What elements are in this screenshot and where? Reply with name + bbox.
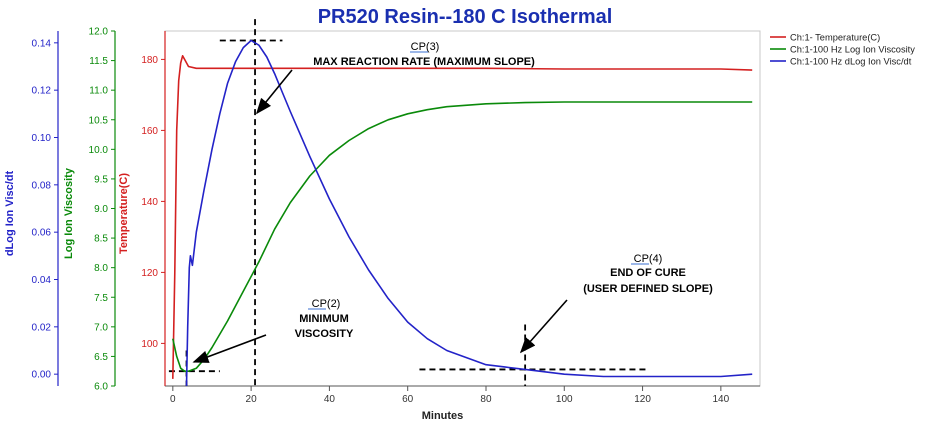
annotation-cp4: CP(4) END OF CURE (USER DEFINED SLOPE) (583, 253, 713, 295)
y-tick-label-logvisc: 11.0 (89, 86, 108, 97)
annotation-cp2: CP(2) MINIMUM VISCOSITY (295, 298, 354, 340)
annotation-cp2-line-1: MINIMUM (299, 313, 349, 325)
y-tick-label-logvisc: 7.5 (94, 293, 108, 304)
legend-label: Ch:1-100 Hz Log Ion Viscosity (790, 45, 915, 55)
x-tick-label: 80 (480, 394, 492, 405)
legend-label: Ch:1-100 Hz dLog Ion Visc/dt (790, 57, 912, 67)
annotation-cp3-arrow (255, 69, 293, 115)
annotation-cp3: CP(3) MAX REACTION RATE (MAXIMUM SLOPE) (313, 41, 535, 68)
y-tick-label-logvisc: 7.0 (94, 322, 108, 333)
legend: Ch:1- Temperature(C) Ch:1-100 Hz Log Ion … (770, 33, 915, 67)
x-tick-label: 60 (402, 394, 414, 405)
x-axis-label: Minutes (422, 410, 464, 422)
y-tick-label-logvisc: 8.0 (94, 263, 108, 274)
annotation-cp2-arrow (192, 334, 267, 363)
y-tick-label-dlog: 0.02 (32, 322, 52, 333)
annotation-cp4-line-1: END OF CURE (610, 267, 686, 279)
plot-area (164, 30, 761, 387)
y-tick-label-temp: 180 (141, 55, 158, 66)
annotation-cp2-line-2: VISCOSITY (295, 328, 354, 340)
series-line-1 (172, 101, 753, 373)
y-axis-label-dlog: dLog Ion Visc/dt (4, 170, 16, 256)
y-tick-label-dlog: 0.08 (32, 180, 52, 191)
series-layer (172, 39, 753, 387)
annotation-cp4-tag: CP(4) (634, 253, 663, 265)
y-tick-label-temp: 100 (141, 339, 158, 350)
y-axis-label-temp: Temperature(C) (118, 173, 130, 254)
y-tick-label-logvisc: 10.0 (89, 145, 109, 156)
x-tick-label: 120 (634, 394, 651, 405)
axes-layer: 0.00 0.02 0.04 0.06 0.08 0.10 0.12 0.14 dLog Ion… (4, 27, 730, 423)
y-tick-label-logvisc: 12.0 (89, 27, 109, 38)
x-tick-label: 20 (246, 394, 258, 405)
y-tick-label-logvisc: 6.0 (94, 382, 108, 393)
x-tick-label: 0 (170, 394, 176, 405)
x-tick-label: 140 (713, 394, 730, 405)
y-tick-label-logvisc: 9.0 (94, 204, 108, 215)
annotation-cp4-arrow (519, 299, 568, 354)
y-tick-label-logvisc: 8.5 (94, 234, 108, 245)
series-line-0 (172, 54, 753, 379)
y-tick-label-dlog: 0.00 (32, 370, 52, 381)
y-tick-label-logvisc: 9.5 (94, 174, 108, 185)
x-tick-label: 40 (324, 394, 336, 405)
y-tick-label-dlog: 0.04 (32, 275, 52, 286)
y-tick-label-dlog: 0.14 (32, 38, 52, 49)
annotation-cp2-tag: CP(2) (312, 298, 341, 310)
y-tick-label-logvisc: 6.5 (94, 352, 108, 363)
annotation-cp3-line-1: MAX REACTION RATE (MAXIMUM SLOPE) (313, 56, 535, 68)
y-tick-label-temp: 120 (141, 268, 158, 279)
y-tick-label-logvisc: 11.5 (89, 56, 108, 67)
y-tick-label-dlog: 0.12 (32, 86, 52, 97)
y-axis-label-logvisc: Log Ion Viscosity (63, 167, 75, 259)
y-tick-label-dlog: 0.06 (32, 228, 52, 239)
y-tick-label-dlog: 0.10 (32, 133, 52, 144)
series-line-2 (185, 39, 753, 387)
chart-title: PR520 Resin--180 C Isothermal (318, 6, 613, 28)
legend-label: Ch:1- Temperature(C) (790, 33, 880, 43)
y-tick-label-temp: 160 (141, 126, 158, 137)
y-tick-label-temp: 140 (141, 197, 158, 208)
x-tick-label: 100 (556, 394, 573, 405)
annotation-cp4-line-2: (USER DEFINED SLOPE) (583, 283, 713, 295)
y-tick-label-logvisc: 10.5 (89, 115, 109, 126)
annotation-cp3-tag: CP(3) (411, 41, 440, 53)
